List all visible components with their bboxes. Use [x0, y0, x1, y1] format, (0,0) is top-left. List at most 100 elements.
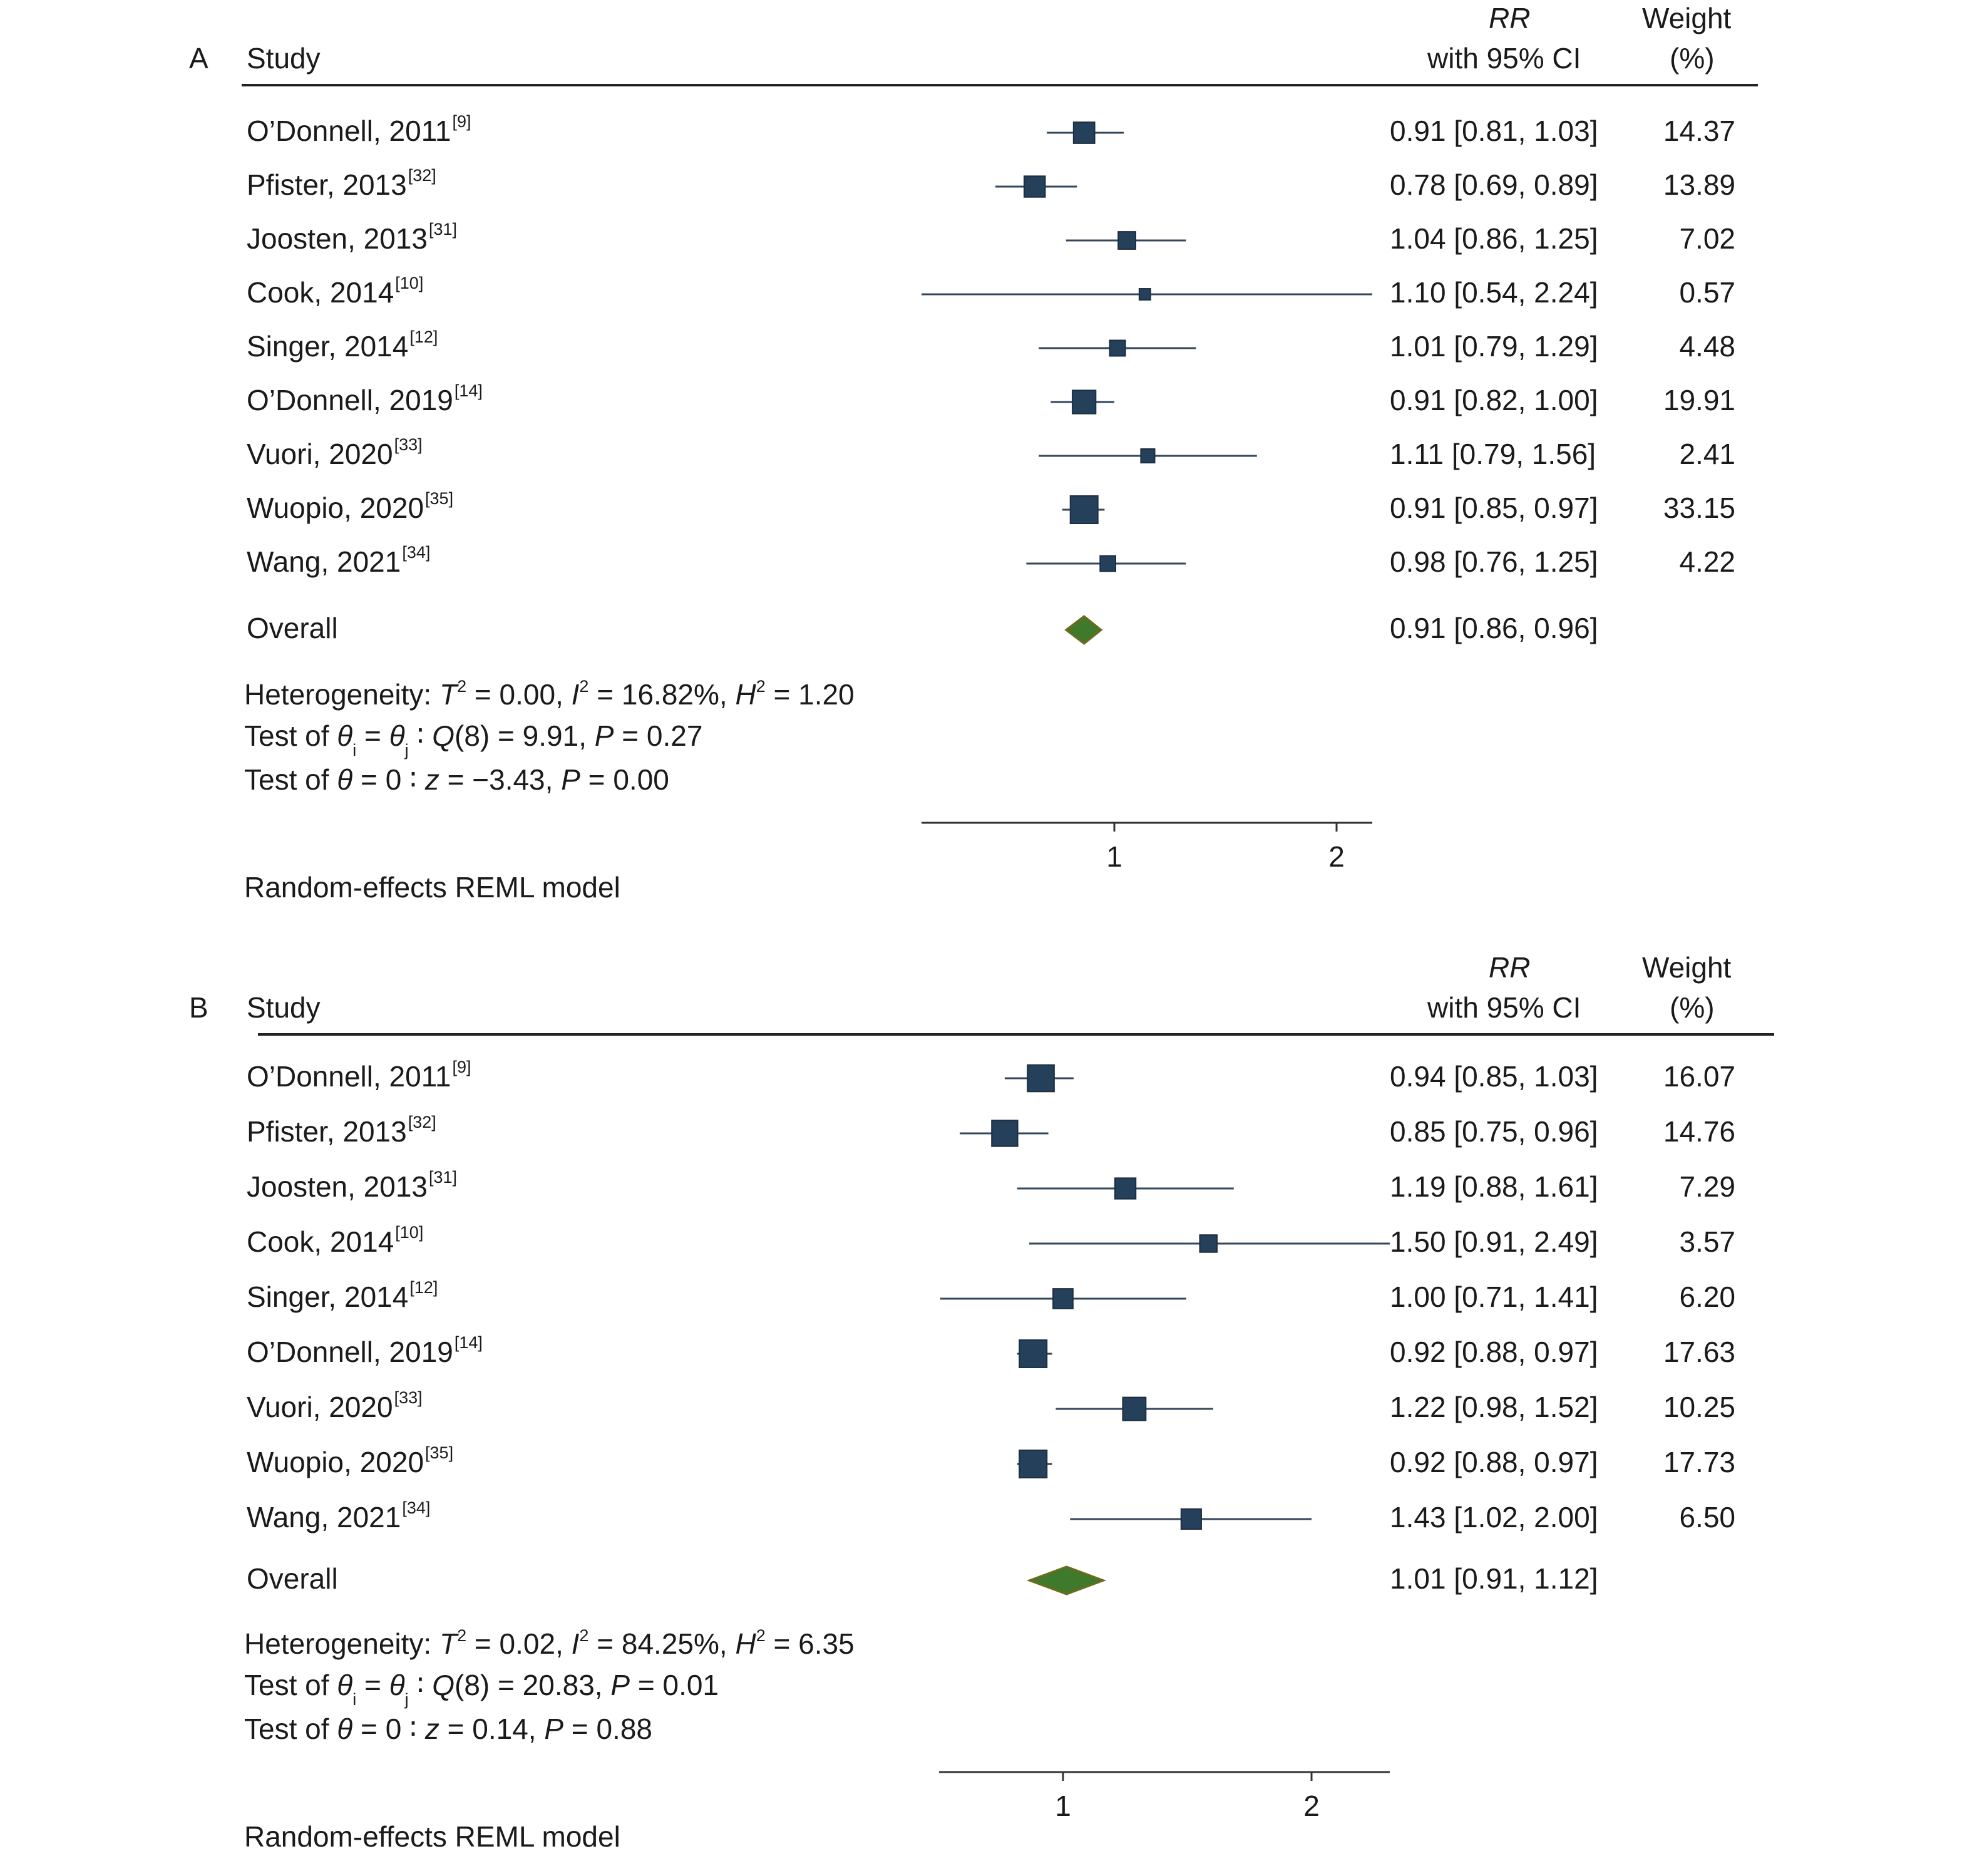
- effect-estimate: 1.00 [0.71, 1.41]: [1390, 1281, 1598, 1313]
- study-reference: [9]: [452, 112, 471, 131]
- study-label: O’Donnell, 2011[9]: [247, 112, 471, 147]
- x-tick-label: 2: [1328, 840, 1345, 873]
- ci-column-header: with 95% CI: [1427, 44, 1581, 73]
- study-weight: 14.76: [1663, 1115, 1735, 1148]
- effect-estimate: 0.85 [0.75, 0.96]: [1390, 1115, 1598, 1148]
- test-q-prefix: Test of: [244, 1669, 337, 1701]
- z-value: −3.43: [472, 763, 545, 796]
- weight-unit-header: (%): [1670, 42, 1715, 75]
- study-label: Singer, 2014[12]: [247, 1278, 438, 1313]
- effect-estimate: 1.50 [0.91, 2.49]: [1390, 1225, 1598, 1258]
- h2-value: 6.35: [798, 1627, 855, 1660]
- t2-value: 0.02: [499, 1627, 556, 1660]
- study-weight: 2.41: [1679, 438, 1735, 470]
- effect-estimate: 0.91 [0.85, 0.97]: [1390, 492, 1598, 524]
- model-note: Random-effects REML model: [244, 871, 620, 904]
- effect-marker: [991, 1120, 1019, 1147]
- study-label: Joosten, 2013[31]: [247, 220, 458, 255]
- study-reference: [10]: [395, 274, 424, 292]
- effect-estimate: 0.91 [0.81, 1.03]: [1390, 115, 1598, 147]
- effect-estimate: 1.04 [0.86, 1.25]: [1390, 222, 1598, 255]
- study-weight: 7.02: [1679, 222, 1735, 255]
- study-label: Joosten, 2013[31]: [247, 1168, 458, 1203]
- i2-value: 16.82%: [621, 678, 719, 711]
- t2-value: 0.00: [499, 678, 556, 711]
- effect-marker: [1072, 389, 1097, 415]
- study-label: Cook, 2014[10]: [247, 274, 424, 309]
- study-label: Wang, 2021[34]: [247, 1498, 431, 1533]
- overall-effect-test: Test of θ = 0 ∶ z = 0.14, P = 0.88: [244, 1713, 652, 1745]
- study-weight: 17.73: [1663, 1446, 1735, 1478]
- study-label: Pfister, 2013[32]: [247, 1113, 436, 1148]
- study-label: Vuori, 2020[33]: [247, 435, 423, 470]
- study-label: Cook, 2014[10]: [247, 1223, 424, 1258]
- effect-estimate: 0.91 [0.82, 1.00]: [1390, 384, 1598, 416]
- study-label: Wuopio, 2020[35]: [247, 1443, 454, 1478]
- heterogeneity-stats: Heterogeneity: T2 = 0.02, I2 = 84.25%, H…: [244, 1626, 855, 1660]
- study-reference: [31]: [429, 1168, 458, 1187]
- study-weight: 13.89: [1663, 168, 1735, 201]
- study-label: Wang, 2021[34]: [247, 543, 431, 578]
- study-weight: 33.15: [1663, 492, 1735, 524]
- effect-marker: [1114, 1177, 1137, 1200]
- effect-marker: [1099, 555, 1117, 572]
- ci-header-text: with 95% CI: [1427, 42, 1581, 75]
- study-weight: 16.07: [1663, 1060, 1735, 1093]
- weight-column-header: Weight: [1642, 2, 1732, 34]
- effect-marker: [1140, 448, 1156, 464]
- q-p-value: 0.27: [646, 719, 703, 752]
- study-weight: 19.91: [1663, 384, 1735, 416]
- effect-marker: [1109, 339, 1126, 357]
- heterogeneity-test: Test of θi = θj ∶ Q(8) = 9.91, P = 0.27: [244, 719, 703, 760]
- x-tick-label: 1: [1055, 1790, 1071, 1822]
- study-weight: 4.22: [1679, 545, 1735, 578]
- overall-label: Overall: [247, 612, 338, 644]
- study-weight: 7.29: [1679, 1170, 1735, 1203]
- heterogeneity-stats: Heterogeneity: T2 = 0.00, I2 = 16.82%, H…: [244, 677, 855, 711]
- study-weight: 10.25: [1663, 1391, 1735, 1423]
- effect-estimate: 1.22 [0.98, 1.52]: [1390, 1391, 1598, 1423]
- study-reference: [31]: [429, 220, 458, 239]
- effect-estimate: 1.19 [0.88, 1.61]: [1390, 1170, 1598, 1203]
- study-reference: [32]: [408, 166, 436, 185]
- study-weight: 3.57: [1679, 1225, 1735, 1258]
- study-weight: 4.48: [1679, 330, 1735, 363]
- study-reference: [14]: [454, 1333, 483, 1352]
- study-label: Vuori, 2020[33]: [247, 1388, 423, 1423]
- study-label: O’Donnell, 2011[9]: [247, 1058, 471, 1093]
- effect-estimate: 1.10 [0.54, 2.24]: [1390, 276, 1598, 309]
- rr-column-header: RR: [1489, 2, 1531, 34]
- study-label: O’Donnell, 2019[14]: [247, 381, 483, 416]
- effect-marker: [1027, 1064, 1055, 1093]
- x-tick-label: 1: [1106, 840, 1122, 873]
- overall-effect-test: Test of θ = 0 ∶ z = −3.43, P = 0.00: [244, 763, 669, 796]
- effect-marker: [1180, 1508, 1202, 1530]
- study-reference: [34]: [402, 543, 431, 562]
- q-value: 9.91: [522, 719, 579, 752]
- study-weight: 14.37: [1663, 115, 1735, 147]
- effect-marker: [1199, 1234, 1218, 1253]
- effect-estimate: 1.11 [0.79, 1.56]: [1390, 438, 1596, 470]
- header-rule: [242, 84, 1758, 86]
- study-reference: [35]: [425, 489, 454, 508]
- effect-marker: [1024, 175, 1046, 198]
- test-q-prefix: Test of: [244, 719, 337, 752]
- study-label: Singer, 2014[12]: [247, 327, 438, 363]
- study-weight: 6.20: [1679, 1281, 1735, 1313]
- effect-estimate: 0.78 [0.69, 0.89]: [1390, 168, 1598, 201]
- q-value: 20.83: [522, 1669, 595, 1701]
- study-label: O’Donnell, 2019[14]: [247, 1333, 483, 1368]
- overall-label: Overall: [247, 1562, 338, 1595]
- weight-unit-header: (%): [1670, 991, 1715, 1024]
- i2-value: 84.25%: [621, 1627, 719, 1660]
- ci-header-text: with 95% CI: [1427, 991, 1581, 1024]
- test-z-prefix: Test of: [244, 763, 337, 796]
- effect-marker: [1052, 1288, 1074, 1309]
- effect-marker: [1072, 121, 1096, 144]
- q-p-value: 0.01: [662, 1669, 719, 1701]
- effect-marker: [1122, 1396, 1147, 1421]
- rr-column-header: RR: [1489, 951, 1531, 984]
- study-reference: [33]: [394, 1388, 423, 1407]
- q-df: 8: [464, 1669, 480, 1701]
- heterogeneity-test: Test of θi = θj ∶ Q(8) = 20.83, P = 0.01: [244, 1669, 719, 1709]
